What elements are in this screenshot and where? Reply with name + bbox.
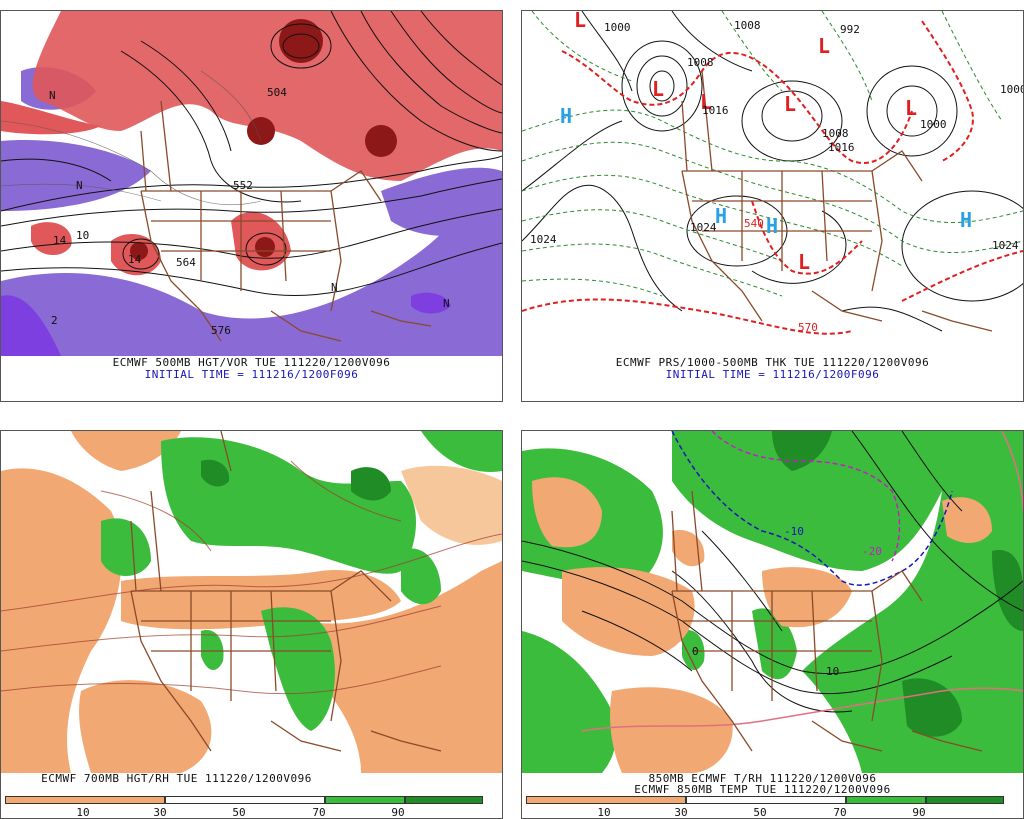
map-700mb-rh bbox=[1, 431, 502, 773]
label-504: 504 bbox=[267, 86, 287, 99]
low-1: L bbox=[574, 11, 586, 32]
isobar-1024c: 1024 bbox=[992, 239, 1019, 252]
isobar-1008b: 1008 bbox=[822, 127, 849, 140]
isobar-1016a: 1016 bbox=[702, 104, 729, 117]
colorbar-left-tick-30: 30 bbox=[153, 806, 167, 819]
low-6: L bbox=[905, 96, 917, 120]
colorbar-left-dry bbox=[5, 796, 165, 804]
isobar-1008c: 1008 bbox=[734, 19, 761, 32]
label-n1: N bbox=[76, 179, 83, 192]
thickness-540: 540 bbox=[744, 217, 764, 230]
caption-500mb-title: ECMWF 500MB HGT/VOR TUE 111220/1200V096 bbox=[112, 356, 391, 369]
caption-prs-title: ECMWF PRS/1000-500MB THK TUE 111220/1200… bbox=[615, 356, 930, 369]
label-576: 576 bbox=[211, 324, 231, 337]
colorbar-left-wet bbox=[405, 796, 483, 804]
caption-850mb-temp: ECMWF 850MB TEMP TUE 111220/1200V096 bbox=[634, 783, 891, 796]
caption-850mb-title: 850MB ECMWF T/RH 111220/1200V096 bbox=[648, 772, 877, 785]
colorbar-right-neutral bbox=[686, 796, 846, 804]
low-7: L bbox=[798, 250, 810, 274]
temp-label-m10: -10 bbox=[784, 525, 804, 538]
isobar-1000a: 1000 bbox=[604, 21, 631, 34]
label-552: 552 bbox=[233, 179, 253, 192]
label-n4: N bbox=[443, 297, 450, 310]
label-n2: N bbox=[49, 89, 56, 102]
colorbar-right-moist bbox=[846, 796, 926, 804]
caption-700mb-title: ECMWF 700MB HGT/RH TUE 111220/1200V096 bbox=[41, 772, 312, 785]
panel-850mb-t-rh: -10 -20 10 0 850MB ECMWF T/RH 111220/120… bbox=[521, 430, 1024, 819]
isobar-992: 992 bbox=[840, 23, 860, 36]
label-2: 2 bbox=[51, 314, 58, 327]
temp-label-10: 10 bbox=[826, 665, 839, 678]
high-1: H bbox=[560, 104, 572, 128]
low-5: L bbox=[818, 34, 830, 58]
colorbar-left-tick-70: 70 bbox=[312, 806, 326, 819]
label-564: 564 bbox=[176, 256, 196, 269]
colorbar-right-dry bbox=[526, 796, 686, 804]
high-2: H bbox=[715, 204, 727, 228]
label-n3: N bbox=[331, 281, 338, 294]
low-2: L bbox=[652, 77, 664, 101]
panel-700mb-hgt-rh: ECMWF 700MB HGT/RH TUE 111220/1200V096 1… bbox=[0, 430, 503, 819]
thickness-570: 570 bbox=[798, 321, 818, 334]
colorbar-left-tick-90: 90 bbox=[391, 806, 405, 819]
map-pressure-thickness: L L L L L L L H H H H 1000 1008 1016 102… bbox=[522, 11, 1023, 356]
colorbar-right-tick-50: 50 bbox=[753, 806, 767, 819]
colorbar-right: 10 30 50 70 90 bbox=[526, 796, 1004, 818]
panel-prs-thk: L L L L L L L H H H H 1000 1008 1016 102… bbox=[521, 10, 1024, 402]
colorbar-left-tick-10: 10 bbox=[76, 806, 90, 819]
caption-prs-init: INITIAL TIME = 111216/1200F096 bbox=[665, 368, 880, 381]
low-3: L bbox=[700, 90, 712, 114]
label-14b: 14 bbox=[128, 253, 142, 266]
temp-label-0: 0 bbox=[692, 645, 699, 658]
colorbar-right-wet bbox=[926, 796, 1004, 804]
isobar-1008a: 1008 bbox=[687, 56, 714, 69]
isobar-1024b: 1024 bbox=[690, 221, 717, 234]
colorbar-right-tick-90: 90 bbox=[912, 806, 926, 819]
colorbar-right-tick-10: 10 bbox=[597, 806, 611, 819]
colorbar-right-tick-30: 30 bbox=[674, 806, 688, 819]
map-850mb-temp-rh: -10 -20 10 0 bbox=[522, 431, 1023, 773]
temp-label-m20: -20 bbox=[862, 545, 882, 558]
high-4: H bbox=[960, 208, 972, 232]
isobar-1016b: 1016 bbox=[828, 141, 855, 154]
isobar-1000c: 1000 bbox=[1000, 83, 1023, 96]
label-10: 10 bbox=[76, 229, 89, 242]
panel-500mb-hgt-vor: 552 564 576 504 10 14 14 N N N N 2 ECMWF… bbox=[0, 10, 503, 402]
isobar-1000b: 1000 bbox=[920, 118, 947, 131]
colorbar-left: 10 30 50 70 90 bbox=[5, 796, 483, 818]
colorbar-left-moist bbox=[325, 796, 405, 804]
low-4: L bbox=[784, 92, 796, 116]
colorbar-right-tick-70: 70 bbox=[833, 806, 847, 819]
high-3: H bbox=[766, 214, 778, 238]
isobar-1024a: 1024 bbox=[530, 233, 557, 246]
label-14a: 14 bbox=[53, 234, 67, 247]
colorbar-left-tick-50: 50 bbox=[232, 806, 246, 819]
colorbar-left-neutral bbox=[165, 796, 325, 804]
map-500mb-vorticity: 552 564 576 504 10 14 14 N N N N 2 bbox=[1, 11, 502, 356]
caption-500mb-init: INITIAL TIME = 111216/1200F096 bbox=[144, 368, 359, 381]
